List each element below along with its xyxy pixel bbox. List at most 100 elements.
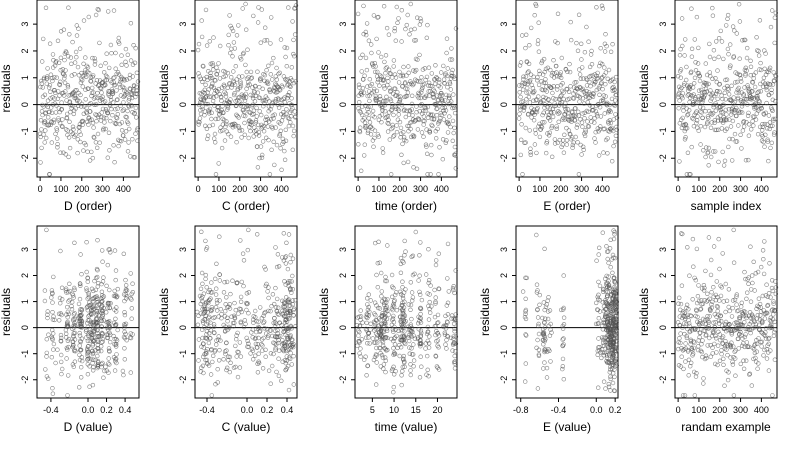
data-point [538,123,544,129]
data-point [378,325,383,330]
data-point [612,279,617,285]
data-point [542,349,547,355]
data-point [217,298,222,303]
data-point [718,107,723,113]
data-point [206,109,212,114]
data-point [710,13,716,18]
data-point [211,322,217,327]
data-point [374,303,379,308]
data-point [517,111,522,117]
data-point [596,336,601,341]
data-point [710,299,715,304]
data-point [543,77,548,82]
data-point [753,271,758,276]
data-point [537,68,542,74]
data-point [384,300,389,305]
data-point [258,305,263,310]
data-point [428,172,433,177]
data-point [696,45,701,51]
x-axis-label: time (value) [375,420,438,434]
data-point [586,109,591,115]
data-point [773,74,779,79]
y-tick-label: -1 [499,127,509,135]
data-point [207,106,213,112]
data-point [690,297,695,302]
data-point [391,313,396,319]
x-tick-label: 300 [95,184,110,194]
data-point [678,364,683,369]
data-point [562,104,568,109]
data-point [771,329,777,335]
data-point [205,310,210,315]
data-point [53,110,59,115]
data-point [209,280,214,285]
data-point [688,69,694,75]
data-point [402,107,407,112]
data-point [199,18,204,23]
data-point [750,345,756,351]
data-point [91,125,96,130]
data-point [447,114,452,119]
data-point [226,304,231,309]
data-point [418,79,423,84]
data-point [559,55,564,61]
data-point [269,60,275,66]
data-point [265,117,270,122]
data-point [572,113,577,119]
data-point [744,290,750,295]
data-point [261,71,266,77]
data-point [529,115,534,120]
x-tick-label: 300 [574,184,589,194]
data-point [272,112,277,117]
data-point [695,100,700,105]
data-point [205,90,210,95]
data-point [402,238,407,244]
data-point [254,114,259,119]
data-point [773,73,778,78]
data-point [263,25,268,30]
x-tick-label: 0 [356,184,361,194]
data-point [604,43,609,49]
data-point [536,321,541,327]
x-tick-label: 0.0 [82,405,95,415]
data-point [278,146,283,151]
data-point [365,93,370,99]
y-tick-label: 1 [20,299,30,304]
data-point [452,110,458,116]
data-point [450,67,455,73]
data-point [448,124,453,130]
data-point [57,120,63,126]
data-point [85,348,90,353]
data-point [95,95,100,101]
data-point [246,341,251,346]
data-point [89,93,94,99]
data-point [227,302,233,307]
data-point [443,323,448,329]
data-point [523,125,528,131]
data-point [769,324,774,330]
data-point [611,255,616,260]
data-point [366,331,372,336]
data-point [287,279,293,284]
data-point [128,335,134,341]
data-point [394,123,399,128]
data-point [370,108,376,114]
data-point [416,278,421,283]
data-point [747,371,753,376]
data-point [95,114,101,120]
data-point [533,131,538,136]
data-point [70,293,76,298]
data-point [211,67,216,72]
data-point [555,11,561,17]
data-point [449,57,455,62]
data-point [548,327,553,332]
data-point [204,322,209,327]
data-point [596,316,601,321]
data-point [202,112,207,118]
data-point [381,321,386,326]
data-point [201,304,207,310]
data-point [122,137,128,142]
data-point [239,92,245,97]
data-point [290,147,295,153]
data-point [228,50,233,56]
